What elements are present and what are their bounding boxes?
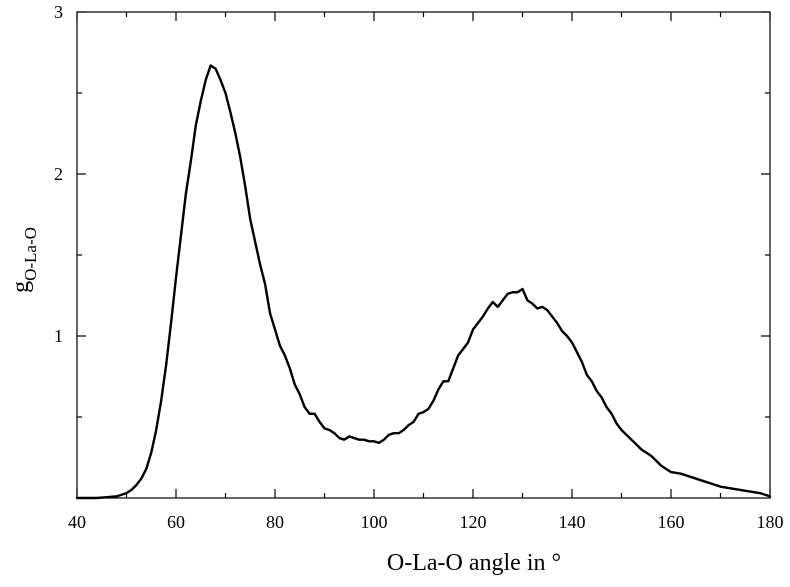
x-tick-label: 60: [167, 512, 185, 532]
x-axis: 40 60 80 100 120 140 160 180: [68, 12, 784, 532]
y-tick-label: 3: [54, 2, 63, 22]
y-axis-label-subscript: O-La-O: [21, 227, 40, 281]
y-axis-label-base: g: [8, 281, 34, 293]
x-tick-label: 100: [361, 512, 388, 532]
x-tick-label: 140: [559, 512, 586, 532]
x-tick-label: 120: [460, 512, 487, 532]
x-tick-label: 80: [266, 512, 284, 532]
y-tick-label: 2: [54, 164, 63, 184]
series-line: [75, 64, 772, 500]
x-tick-label: 180: [757, 512, 784, 532]
x-tick-label: 160: [658, 512, 685, 532]
y-axis-label: gO-La-O: [8, 227, 40, 293]
plot-frame: [76, 11, 771, 499]
y-tick-label: 1: [54, 326, 63, 346]
x-tick-label: 40: [68, 512, 86, 532]
x-axis-label: O-La-O angle in °: [387, 550, 561, 576]
y-axis: 1 2 3: [54, 2, 770, 418]
